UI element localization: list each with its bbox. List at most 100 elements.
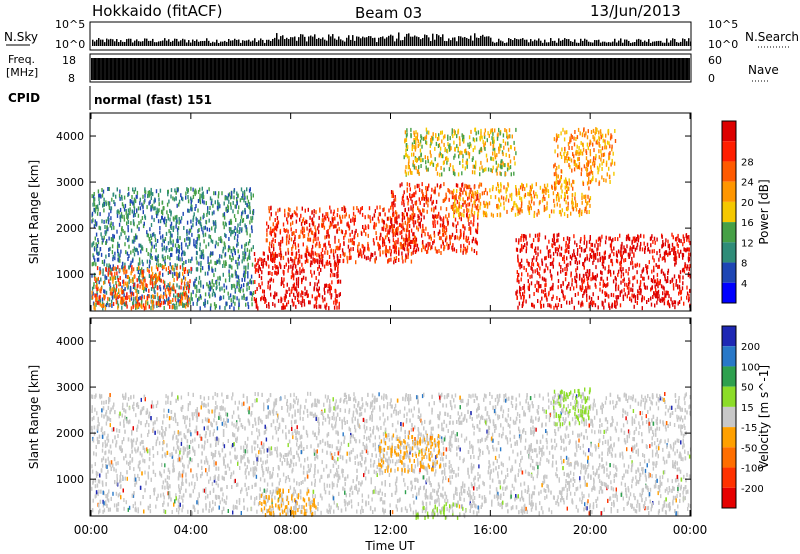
- range-cell: [165, 231, 168, 236]
- range-cell: [177, 274, 179, 279]
- range-cell: [92, 291, 94, 296]
- range-cell: [153, 281, 156, 286]
- range-cell: [127, 275, 129, 279]
- range-cell: [468, 208, 470, 213]
- range-cell: [394, 195, 396, 199]
- range-cell: [162, 218, 165, 223]
- range-cell: [219, 296, 221, 301]
- range-cell: [397, 228, 399, 233]
- noise-bar: [432, 33, 434, 46]
- range-cell: [141, 305, 143, 309]
- range-cell: [406, 128, 408, 133]
- range-cell: [208, 234, 210, 239]
- range-cell: [535, 257, 538, 262]
- noise-bar: [288, 39, 290, 46]
- range-cell: [569, 286, 572, 291]
- range-cell: [110, 206, 113, 211]
- noise-bar: [588, 41, 590, 46]
- range-cell: [682, 234, 684, 239]
- range-cell: [187, 303, 189, 308]
- range-cell: [208, 292, 210, 297]
- range-cell: [108, 297, 111, 302]
- range-cell: [136, 267, 138, 271]
- range-cell: [235, 274, 237, 279]
- range-cell: [169, 299, 172, 304]
- range-cell: [95, 242, 97, 247]
- range-cell: [159, 271, 161, 276]
- range-cell: [93, 202, 96, 207]
- range-cell: [276, 271, 278, 276]
- range-cell: [149, 254, 152, 259]
- noise-bar: [370, 36, 372, 46]
- range-cell: [225, 222, 227, 227]
- range-cell: [602, 283, 604, 288]
- range-cell: [571, 197, 573, 202]
- range-cell: [186, 294, 188, 299]
- range-cell: [327, 284, 329, 288]
- range-cell: [550, 286, 553, 291]
- range-cell: [98, 201, 101, 206]
- range-cell: [154, 274, 156, 279]
- range-cell: [414, 236, 417, 241]
- range-cell: [145, 305, 147, 310]
- range-cell: [636, 279, 638, 284]
- range-cell: [532, 238, 535, 243]
- range-cell: [132, 187, 134, 192]
- range-cell: [425, 200, 427, 205]
- range-cell: [114, 202, 116, 207]
- range-cell: [261, 281, 263, 286]
- range-cell: [685, 234, 687, 239]
- range-cell: [272, 266, 274, 270]
- range-cell: [471, 203, 474, 208]
- range-cell: [604, 240, 607, 245]
- range-cell: [107, 187, 109, 191]
- range-cell: [400, 244, 403, 249]
- range-cell: [252, 280, 254, 285]
- range-cell: [301, 299, 304, 304]
- noise-bar: [296, 40, 298, 46]
- range-cell: [651, 285, 653, 290]
- range-cell: [266, 221, 268, 226]
- range-cell: [334, 224, 336, 229]
- range-cell: [589, 269, 591, 273]
- range-cell: [551, 243, 553, 248]
- range-cell: [150, 191, 152, 196]
- range-cell: [108, 212, 110, 217]
- range-cell: [228, 273, 230, 277]
- range-cell: [93, 305, 95, 310]
- range-cell: [196, 251, 198, 256]
- range-cell: [476, 230, 479, 235]
- range-cell: [223, 283, 225, 288]
- range-cell: [668, 294, 670, 299]
- range-cell: [413, 132, 416, 137]
- noise-bar: [544, 39, 546, 46]
- range-cell: [653, 291, 655, 296]
- range-cell: [562, 257, 564, 261]
- range-cell: [224, 221, 226, 226]
- range-cell: [476, 226, 479, 231]
- range-cell: [561, 208, 563, 213]
- range-cell: [192, 223, 194, 228]
- range-cell: [404, 207, 406, 212]
- range-cell: [622, 250, 624, 255]
- range-cell: [613, 252, 615, 257]
- range-cell: [409, 168, 411, 173]
- range-cell: [438, 236, 441, 241]
- range-cell: [388, 230, 390, 235]
- noise-bar: [358, 36, 360, 46]
- range-cell: [231, 252, 234, 257]
- range-cell: [385, 248, 388, 253]
- range-cell: [176, 283, 178, 288]
- range-cell: [391, 194, 393, 198]
- range-cell: [247, 271, 249, 276]
- range-cell: [219, 260, 221, 265]
- range-cell: [290, 215, 292, 219]
- range-cell: [228, 237, 230, 241]
- range-cell: [463, 187, 465, 192]
- range-cell: [429, 242, 431, 246]
- range-cell: [340, 229, 343, 234]
- range-cell: [135, 305, 137, 310]
- range-cell: [132, 304, 134, 309]
- range-cell: [96, 266, 99, 271]
- range-cell: [199, 247, 201, 252]
